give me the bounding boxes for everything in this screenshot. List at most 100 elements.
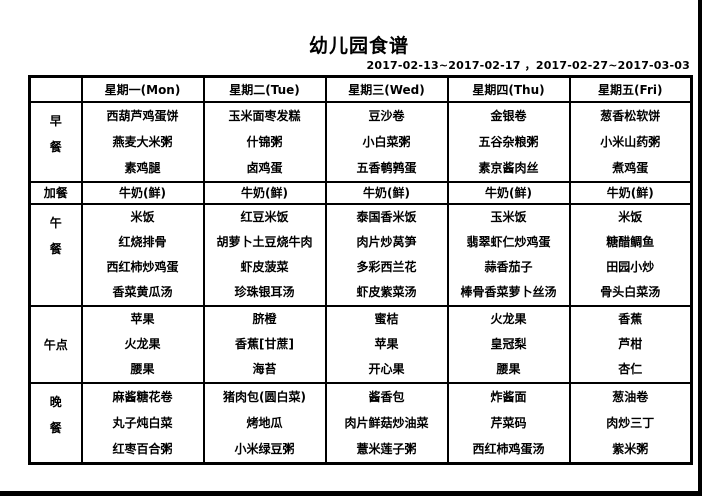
cell-lunch-wednesday: 泰国香米饭 肉片炒莴笋 多彩西兰花 虾皮紫菜汤	[324, 202, 449, 307]
dish-item: 玉米面枣发糕	[228, 108, 301, 123]
dish-item: 虾皮菠菜	[240, 259, 289, 274]
cell-afternoon-friday: 香蕉 芦柑 杏仁	[568, 304, 693, 384]
dish-item: 西葫芦鸡蛋饼	[106, 108, 179, 123]
dish-item: 棒骨香菜萝卜丝汤	[460, 284, 557, 299]
row-label-lunch: 午餐	[28, 202, 83, 307]
dish-item: 牛奶(鲜)	[241, 185, 288, 200]
dish-item: 苹果	[130, 311, 155, 326]
dish-item: 葱香松软饼	[600, 108, 661, 123]
dish-item: 香蕉	[618, 311, 643, 326]
dish-item: 蜜桔	[374, 311, 399, 326]
dish-item: 肉片鲜菇炒油菜	[344, 415, 429, 430]
dish-item: 红枣百合粥	[112, 441, 173, 456]
dish-item: 芹菜码	[490, 415, 527, 430]
cell-snack-tuesday: 牛奶(鲜)	[202, 180, 327, 205]
table-header-row: 星期一(Mon) 星期二(Tue) 星期三(Wed) 星期四(Thu) 星期五(…	[28, 75, 693, 103]
col-header-wednesday: 星期三(Wed)	[324, 75, 449, 103]
dish-item: 米饭	[618, 209, 643, 224]
dish-item: 蒜香茄子	[484, 259, 533, 274]
dish-item: 煮鸡蛋	[612, 160, 649, 175]
dish-item: 脐橙	[252, 311, 277, 326]
cell-breakfast-thursday: 金银卷 五谷杂粮粥 素京酱肉丝	[446, 100, 571, 183]
dish-item: 杏仁	[618, 361, 643, 376]
dish-item: 牛奶(鲜)	[119, 185, 166, 200]
dish-item: 西红柿鸡蛋汤	[472, 441, 545, 456]
page-edge-bottom	[0, 491, 702, 496]
dish-item: 五香鹌鹑蛋	[356, 160, 417, 175]
dish-item: 素京酱肉丝	[478, 160, 539, 175]
dish-item: 芦柑	[618, 336, 643, 351]
dish-item: 丸子炖白菜	[112, 415, 173, 430]
row-breakfast: 早餐 西葫芦鸡蛋饼 燕麦大米粥 素鸡腿 玉米面枣发糕 什锦粥 卤鸡蛋 豆沙卷 小…	[28, 100, 693, 183]
dish-item: 葱油卷	[612, 389, 649, 404]
cell-dinner-friday: 葱油卷 肉炒三丁 紫米粥	[568, 381, 693, 464]
page-title: 幼儿园食谱	[308, 35, 409, 57]
dish-item: 胡萝卜土豆烧牛肉	[216, 234, 313, 249]
dish-item: 腰果	[130, 361, 155, 376]
dish-item: 红烧排骨	[118, 234, 167, 249]
dish-item: 小米绿豆粥	[234, 441, 295, 456]
dish-item: 牛奶(鲜)	[485, 185, 532, 200]
row-label-morning-snack: 加餐	[28, 180, 83, 205]
dish-item: 豆沙卷	[368, 108, 405, 123]
dish-item: 小米山药粥	[600, 134, 661, 149]
row-afternoon-snack: 午点 苹果 火龙果 腰果 脐橙 香蕉[甘蔗] 海苔 蜜桔 苹果 开心果 火龙果 …	[28, 304, 693, 384]
dish-item: 海苔	[252, 361, 277, 376]
dish-item: 红豆米饭	[240, 209, 289, 224]
corner-cell	[28, 75, 83, 103]
row-label-text: 午餐	[49, 215, 62, 256]
dish-item: 猪肉包(圆白菜)	[223, 389, 306, 404]
dish-item: 腰果	[496, 361, 521, 376]
dish-item: 卤鸡蛋	[246, 160, 283, 175]
dish-item: 麻酱糖花卷	[112, 389, 173, 404]
cell-snack-thursday: 牛奶(鲜)	[446, 180, 571, 205]
row-label-dinner: 晚餐	[28, 381, 83, 464]
cell-dinner-thursday: 炸酱面 芹菜码 西红柿鸡蛋汤	[446, 381, 571, 464]
dish-item: 烤地瓜	[246, 415, 283, 430]
dish-item: 炸酱面	[490, 389, 527, 404]
dish-item: 燕麦大米粥	[112, 134, 173, 149]
cell-lunch-tuesday: 红豆米饭 胡萝卜土豆烧牛肉 虾皮菠菜 珍珠银耳汤	[202, 202, 327, 307]
cell-lunch-friday: 米饭 糖醋鲷鱼 田园小炒 骨头白菜汤	[568, 202, 693, 307]
dish-item: 薏米莲子粥	[356, 441, 417, 456]
cell-dinner-monday: 麻酱糖花卷 丸子炖白菜 红枣百合粥	[80, 381, 205, 464]
col-header-friday: 星期五(Fri)	[568, 75, 693, 103]
row-label-text: 早餐	[49, 113, 62, 154]
cell-breakfast-tuesday: 玉米面枣发糕 什锦粥 卤鸡蛋	[202, 100, 327, 183]
cell-breakfast-wednesday: 豆沙卷 小白菜粥 五香鹌鹑蛋	[324, 100, 449, 183]
cell-afternoon-monday: 苹果 火龙果 腰果	[80, 304, 205, 384]
cell-afternoon-thursday: 火龙果 皇冠梨 腰果	[446, 304, 571, 384]
col-header-tuesday: 星期二(Tue)	[202, 75, 327, 103]
cell-afternoon-tuesday: 脐橙 香蕉[甘蔗] 海苔	[202, 304, 327, 384]
row-dinner: 晚餐 麻酱糖花卷 丸子炖白菜 红枣百合粥 猪肉包(圆白菜) 烤地瓜 小米绿豆粥 …	[28, 381, 693, 464]
row-label-breakfast: 早餐	[28, 100, 83, 183]
dish-item: 金银卷	[490, 108, 527, 123]
dish-item: 玉米饭	[490, 209, 527, 224]
row-label-afternoon-snack: 午点	[28, 304, 83, 384]
dish-item: 五谷杂粮粥	[478, 134, 539, 149]
dish-item: 什锦粥	[246, 134, 283, 149]
page-edge-right	[698, 0, 702, 492]
dish-item: 米饭	[130, 209, 155, 224]
cell-dinner-tuesday: 猪肉包(圆白菜) 烤地瓜 小米绿豆粥	[202, 381, 327, 464]
dish-item: 牛奶(鲜)	[606, 185, 654, 200]
cell-lunch-monday: 米饭 红烧排骨 西红柿炒鸡蛋 香菜黄瓜汤	[80, 202, 205, 307]
cell-afternoon-wednesday: 蜜桔 苹果 开心果	[324, 304, 449, 384]
cell-breakfast-monday: 西葫芦鸡蛋饼 燕麦大米粥 素鸡腿	[80, 100, 205, 183]
dish-item: 火龙果	[490, 311, 527, 326]
dish-item: 泰国香米饭	[356, 209, 417, 224]
dish-item: 苹果	[374, 336, 399, 351]
cell-breakfast-friday: 葱香松软饼 小米山药粥 煮鸡蛋	[568, 100, 693, 183]
dish-item: 酱香包	[368, 389, 405, 404]
dish-item: 虾皮紫菜汤	[356, 284, 417, 299]
row-morning-snack: 加餐 牛奶(鲜) 牛奶(鲜) 牛奶(鲜) 牛奶(鲜) 牛奶(鲜)	[28, 180, 693, 205]
dish-item: 香蕉[甘蔗]	[235, 336, 294, 351]
row-lunch: 午餐 米饭 红烧排骨 西红柿炒鸡蛋 香菜黄瓜汤 红豆米饭 胡萝卜土豆烧牛肉 虾皮…	[28, 202, 693, 307]
dish-item: 皇冠梨	[490, 336, 527, 351]
dish-item: 翡翠虾仁炒鸡蛋	[466, 234, 551, 249]
dish-item: 肉炒三丁	[606, 415, 655, 430]
dish-item: 珍珠银耳汤	[234, 284, 295, 299]
dish-item: 骨头白菜汤	[600, 284, 661, 299]
cell-snack-wednesday: 牛奶(鲜)	[324, 180, 449, 205]
dish-item: 香菜黄瓜汤	[112, 284, 173, 299]
